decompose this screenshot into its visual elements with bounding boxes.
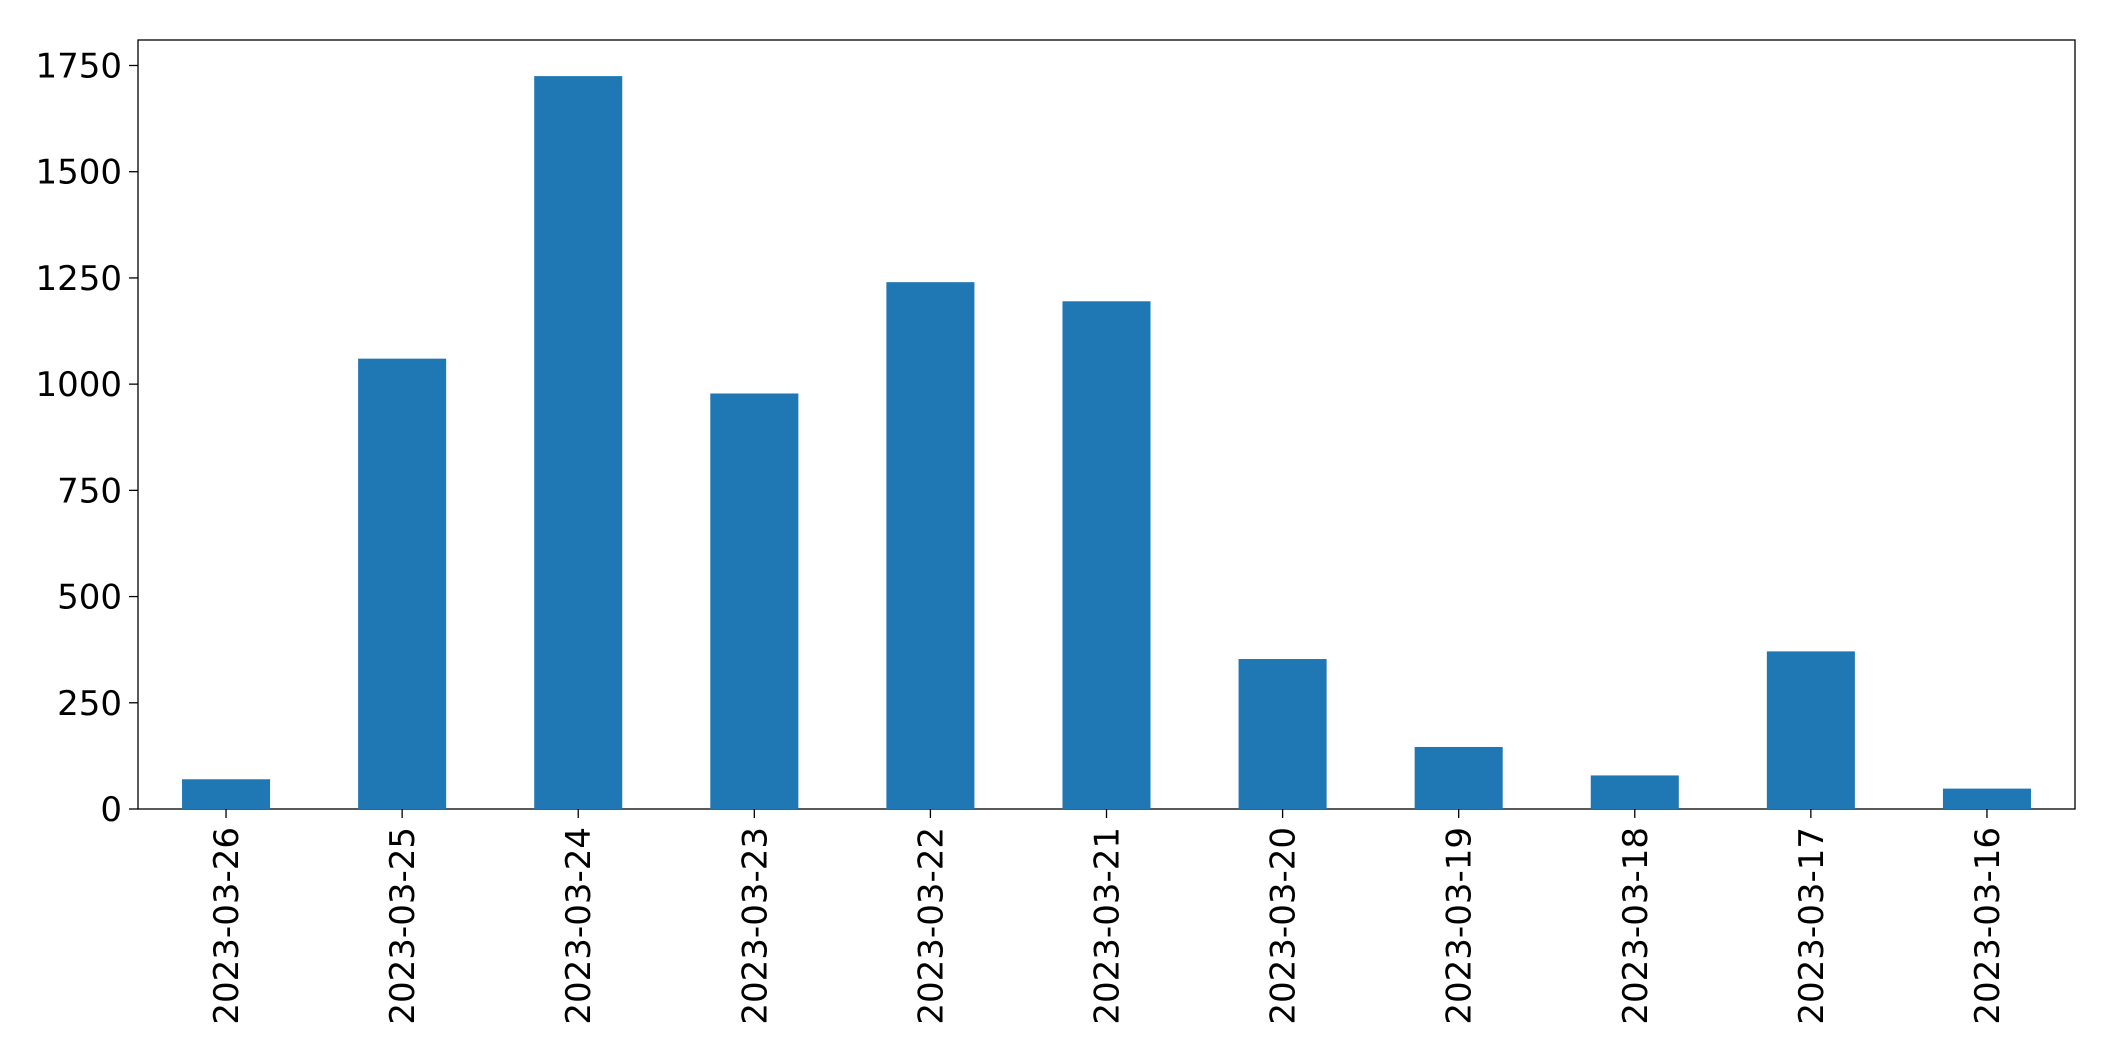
bar	[182, 779, 271, 809]
bar	[1942, 788, 2031, 809]
bar	[1238, 659, 1327, 809]
x-tick-label: 2023-03-19	[1440, 827, 1480, 1025]
x-tick-label: 2023-03-17	[1792, 827, 1832, 1025]
y-tick-label: 250	[57, 684, 122, 724]
bar	[1766, 651, 1855, 809]
x-tick-label: 2023-03-26	[207, 827, 247, 1025]
x-tick-label: 2023-03-21	[1088, 827, 1128, 1025]
x-tick-label: 2023-03-20	[1264, 827, 1304, 1025]
x-tick-label: 2023-03-16	[1968, 827, 2008, 1025]
y-tick-label: 750	[57, 471, 122, 511]
bar	[1590, 775, 1679, 809]
bar	[1062, 301, 1151, 809]
y-tick-label: 1000	[35, 365, 122, 405]
bar	[1414, 746, 1503, 809]
bar	[534, 76, 623, 809]
y-tick-label: 1250	[35, 259, 122, 299]
bar	[886, 282, 975, 809]
y-tick-label: 500	[57, 578, 122, 618]
bar	[710, 393, 799, 809]
y-tick-label: 1500	[35, 153, 122, 193]
bar	[358, 358, 447, 809]
x-tick-label: 2023-03-18	[1616, 827, 1656, 1025]
x-tick-label: 2023-03-22	[911, 827, 951, 1025]
y-tick-label: 0	[100, 790, 122, 830]
x-tick-label: 2023-03-25	[383, 827, 423, 1025]
x-tick-label: 2023-03-24	[559, 827, 599, 1025]
x-tick-label: 2023-03-23	[735, 827, 775, 1025]
y-tick-label: 1750	[35, 46, 122, 86]
